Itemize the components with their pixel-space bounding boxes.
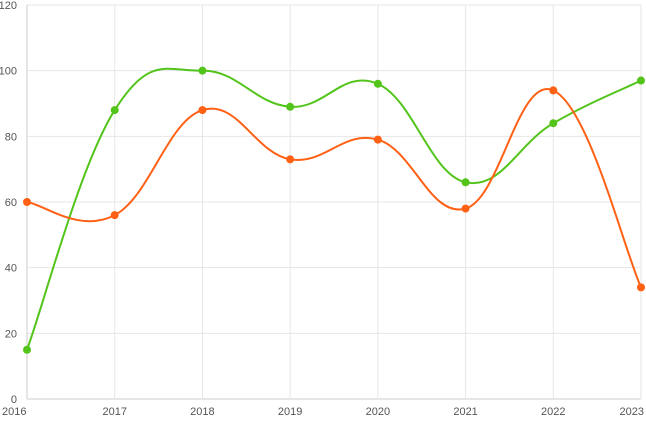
data-point — [23, 198, 31, 206]
data-point — [110, 106, 119, 115]
series-line-0 — [26, 67, 642, 351]
data-point — [23, 345, 31, 354]
y-tick-label: 120 — [0, 0, 17, 12]
data-point — [198, 66, 207, 75]
x-tick-label: 2016 — [2, 406, 26, 418]
x-tick-label: 2022 — [541, 406, 565, 418]
y-tick-label: 100 — [0, 66, 17, 78]
data-point — [637, 76, 645, 85]
data-point — [373, 135, 382, 144]
y-tick-label: 80 — [5, 131, 17, 143]
y-tick-label: 60 — [5, 197, 17, 209]
x-tick-label: 2021 — [453, 406, 477, 418]
data-point — [549, 86, 558, 95]
x-tick-label: 2023 — [620, 406, 644, 418]
y-tick-label: 20 — [5, 328, 17, 340]
series-line-1 — [26, 88, 642, 288]
x-tick-label: 2017 — [102, 406, 126, 418]
y-tick-label: 0 — [11, 394, 17, 406]
data-point — [110, 211, 119, 220]
data-point — [461, 178, 470, 187]
data-point — [286, 155, 295, 164]
data-point — [198, 106, 207, 115]
data-point — [637, 283, 645, 292]
y-tick-label: 40 — [5, 263, 17, 275]
data-point — [286, 102, 295, 111]
data-point — [373, 79, 382, 88]
x-tick-label: 2020 — [366, 406, 390, 418]
x-tick-label: 2019 — [278, 406, 302, 418]
data-point — [461, 204, 470, 213]
x-tick-label: 2018 — [190, 406, 214, 418]
data-point — [549, 119, 558, 128]
